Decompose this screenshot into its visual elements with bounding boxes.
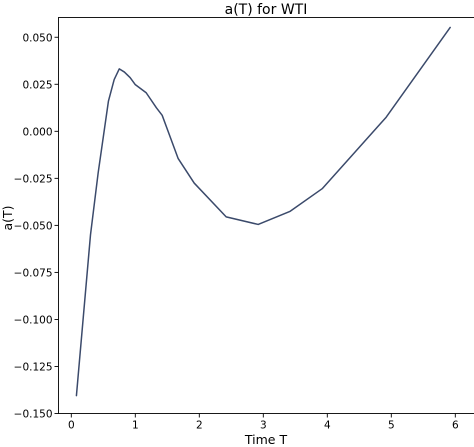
x-axis-label: Time T: [244, 432, 288, 447]
x-tick-label: 0: [68, 420, 75, 432]
y-tick-label: −0.050: [14, 220, 53, 232]
plot-area-frame: [58, 17, 474, 414]
y-tick-label: 0.025: [22, 79, 52, 91]
x-tick-label: 4: [324, 420, 331, 432]
y-axis: −0.150 −0.125 −0.100 −0.075 −0.050 −0.025 0.00…: [14, 32, 59, 421]
series-line: [75, 26, 451, 397]
x-tick-label: 3: [260, 420, 267, 432]
y-tick-label: 0.050: [22, 32, 52, 44]
chart-title: a(T) for WTI: [225, 2, 308, 18]
x-tick-label: 1: [132, 420, 139, 432]
y-tick-label: −0.025: [14, 173, 53, 185]
y-tick-label: −0.125: [14, 361, 53, 373]
y-tick-label: −0.100: [14, 314, 53, 326]
y-tick-label: −0.150: [14, 409, 53, 421]
x-tick-label: 5: [388, 420, 395, 432]
x-axis: 0 1 2 3 4 5 6: [68, 413, 459, 432]
y-axis-label: a(T): [0, 205, 15, 230]
series-group: [75, 26, 451, 397]
x-tick-label: 6: [452, 420, 459, 432]
y-tick-label: 0.000: [22, 126, 52, 138]
x-tick-label: 2: [196, 420, 203, 432]
y-tick-label: −0.075: [14, 267, 53, 279]
